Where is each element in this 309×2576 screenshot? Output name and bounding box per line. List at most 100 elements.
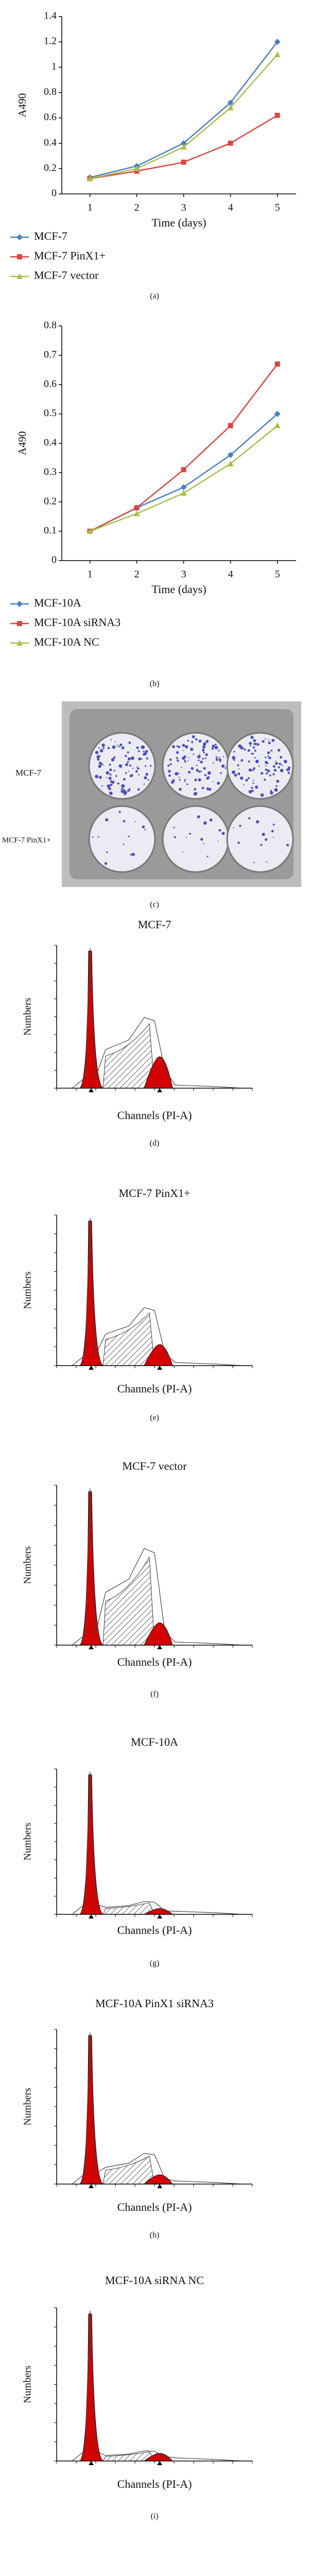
y-axis-title: A490 <box>16 93 28 118</box>
colony <box>144 829 146 831</box>
marker <box>133 165 140 171</box>
peak-marker <box>157 2461 162 2465</box>
colony <box>274 788 278 792</box>
colony <box>177 759 179 762</box>
colony <box>130 756 134 760</box>
colony <box>95 750 99 754</box>
series-line <box>90 41 278 178</box>
caption: (f) <box>150 1690 159 1699</box>
colony <box>178 777 180 778</box>
caption: (g) <box>150 1959 160 1968</box>
colony <box>121 784 125 788</box>
colony <box>200 770 202 772</box>
colony <box>98 765 101 768</box>
peak-marker <box>89 1366 94 1370</box>
colony <box>141 745 145 749</box>
colony <box>268 742 271 745</box>
colony <box>144 765 147 767</box>
x-tick-label: 4 <box>228 202 233 214</box>
colony <box>286 844 289 847</box>
colony <box>116 745 118 746</box>
caption: (i) <box>150 2512 158 2521</box>
colony <box>108 787 111 791</box>
marker <box>17 621 22 626</box>
colony <box>207 856 209 858</box>
colony <box>220 772 222 774</box>
colony <box>267 751 270 754</box>
colony <box>262 832 265 836</box>
legend-label: MCF-10A siRNA3 <box>34 616 121 629</box>
colony <box>280 756 283 759</box>
colony <box>98 755 100 757</box>
y-axis-title: Numbers <box>22 1546 33 1584</box>
colony <box>202 748 205 752</box>
colony <box>253 739 256 742</box>
colony <box>215 756 218 759</box>
colony <box>101 785 103 787</box>
colony <box>241 759 244 762</box>
colony <box>203 767 206 770</box>
series-line <box>90 425 278 532</box>
g1-peak <box>79 950 104 1089</box>
colony <box>211 747 213 748</box>
colony <box>142 825 145 829</box>
colony <box>113 769 115 772</box>
colony <box>187 770 191 774</box>
y-tick-label: 0.4 <box>44 437 57 448</box>
y-axis-title: Numbers <box>22 2366 33 2404</box>
colony <box>265 765 267 766</box>
y-tick-label: 1 <box>52 61 57 72</box>
colony <box>271 829 274 832</box>
marker <box>134 505 140 511</box>
colony <box>121 790 124 793</box>
colony <box>203 742 207 746</box>
colony <box>253 862 255 863</box>
colony <box>184 760 186 762</box>
y-tick-label: 0.2 <box>44 496 57 507</box>
colony <box>238 744 242 748</box>
colony <box>254 749 256 752</box>
colony <box>269 757 271 759</box>
colony <box>194 778 197 781</box>
colony <box>287 766 291 769</box>
colony <box>197 755 201 759</box>
marker <box>274 51 281 57</box>
g1-peak <box>79 2314 104 2462</box>
colony <box>182 744 185 747</box>
x-tick-label: 1 <box>88 202 93 214</box>
colony <box>276 785 278 787</box>
colony <box>244 748 246 751</box>
colony <box>272 765 276 768</box>
colony <box>125 772 127 774</box>
colony <box>279 762 282 765</box>
colony <box>203 821 207 825</box>
marker <box>274 422 281 429</box>
colony <box>264 761 268 764</box>
colony <box>252 769 254 772</box>
colony <box>266 772 268 775</box>
colony <box>281 764 283 766</box>
y-axis-title: A490 <box>16 431 28 455</box>
s-phase <box>102 1023 155 1089</box>
colony <box>200 838 203 841</box>
s-phase <box>102 1312 155 1366</box>
colony <box>107 784 110 788</box>
colony <box>233 827 234 829</box>
colony <box>117 782 119 785</box>
y-tick-label: 1.2 <box>44 36 57 47</box>
peak-marker <box>157 1366 162 1370</box>
colony <box>225 767 227 769</box>
marker <box>274 39 281 45</box>
colony <box>169 763 172 765</box>
colony <box>248 790 252 794</box>
colony <box>271 739 275 742</box>
y-tick-label: 0.7 <box>44 349 57 360</box>
colony <box>198 770 201 773</box>
colony <box>213 781 214 782</box>
peak-marker <box>89 1645 94 1649</box>
well <box>162 805 230 873</box>
marker <box>16 601 23 607</box>
colony <box>138 757 141 761</box>
colony <box>98 776 102 779</box>
colony <box>234 774 237 777</box>
